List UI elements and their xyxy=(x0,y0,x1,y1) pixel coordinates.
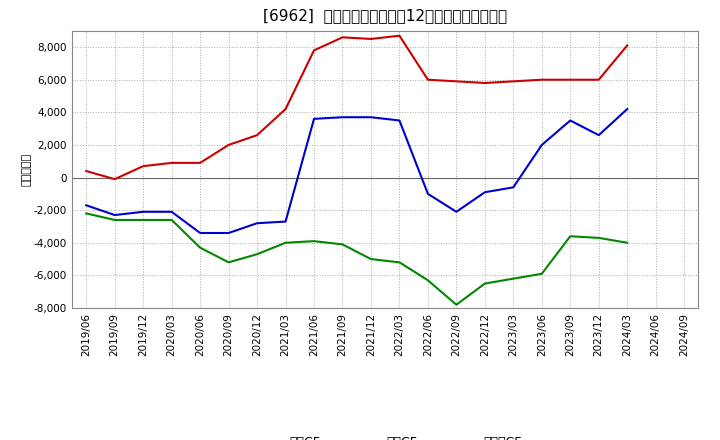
営業CF xyxy=(225,142,233,147)
Line: 投資CF: 投資CF xyxy=(86,213,627,305)
フリーCF xyxy=(338,114,347,120)
営業CF xyxy=(167,160,176,165)
投資CF xyxy=(537,271,546,276)
投資CF xyxy=(595,235,603,241)
投資CF xyxy=(366,257,375,262)
投資CF xyxy=(225,260,233,265)
営業CF xyxy=(623,43,631,48)
投資CF xyxy=(167,217,176,223)
営業CF xyxy=(423,77,432,82)
営業CF xyxy=(566,77,575,82)
投資CF xyxy=(338,242,347,247)
投資CF xyxy=(395,260,404,265)
営業CF xyxy=(196,160,204,165)
営業CF xyxy=(139,164,148,169)
フリーCF xyxy=(480,190,489,195)
営業CF xyxy=(338,35,347,40)
営業CF xyxy=(537,77,546,82)
Y-axis label: （百万円）: （百万円） xyxy=(21,153,31,186)
フリーCF xyxy=(537,142,546,147)
投資CF xyxy=(82,211,91,216)
投資CF xyxy=(196,245,204,250)
フリーCF xyxy=(395,118,404,123)
営業CF xyxy=(595,77,603,82)
Line: フリーCF: フリーCF xyxy=(86,109,627,233)
Legend: 営業CF, 投資CF, フリーCF: 営業CF, 投資CF, フリーCF xyxy=(243,431,527,440)
フリーCF xyxy=(110,213,119,218)
フリーCF xyxy=(595,132,603,138)
営業CF xyxy=(282,106,290,112)
投資CF xyxy=(110,217,119,223)
営業CF xyxy=(480,81,489,86)
投資CF xyxy=(310,238,318,244)
営業CF xyxy=(110,176,119,182)
フリーCF xyxy=(282,219,290,224)
フリーCF xyxy=(82,203,91,208)
フリーCF xyxy=(366,114,375,120)
フリーCF xyxy=(225,231,233,236)
営業CF xyxy=(253,132,261,138)
営業CF xyxy=(82,169,91,174)
フリーCF xyxy=(253,220,261,226)
フリーCF xyxy=(167,209,176,214)
フリーCF xyxy=(423,191,432,197)
投資CF xyxy=(623,240,631,246)
投資CF xyxy=(509,276,518,281)
営業CF xyxy=(452,79,461,84)
Line: 営業CF: 営業CF xyxy=(86,36,627,179)
投資CF xyxy=(139,217,148,223)
営業CF xyxy=(395,33,404,38)
フリーCF xyxy=(623,106,631,112)
フリーCF xyxy=(196,231,204,236)
フリーCF xyxy=(452,209,461,214)
営業CF xyxy=(509,79,518,84)
投資CF xyxy=(480,281,489,286)
投資CF xyxy=(282,240,290,246)
フリーCF xyxy=(566,118,575,123)
投資CF xyxy=(253,252,261,257)
フリーCF xyxy=(139,209,148,214)
フリーCF xyxy=(509,185,518,190)
営業CF xyxy=(310,48,318,53)
フリーCF xyxy=(310,116,318,121)
投資CF xyxy=(566,234,575,239)
投資CF xyxy=(423,278,432,283)
Title: [6962]  キャッシュフローの12か月移動合計の推移: [6962] キャッシュフローの12か月移動合計の推移 xyxy=(263,7,508,23)
営業CF xyxy=(366,37,375,42)
投資CF xyxy=(452,302,461,308)
